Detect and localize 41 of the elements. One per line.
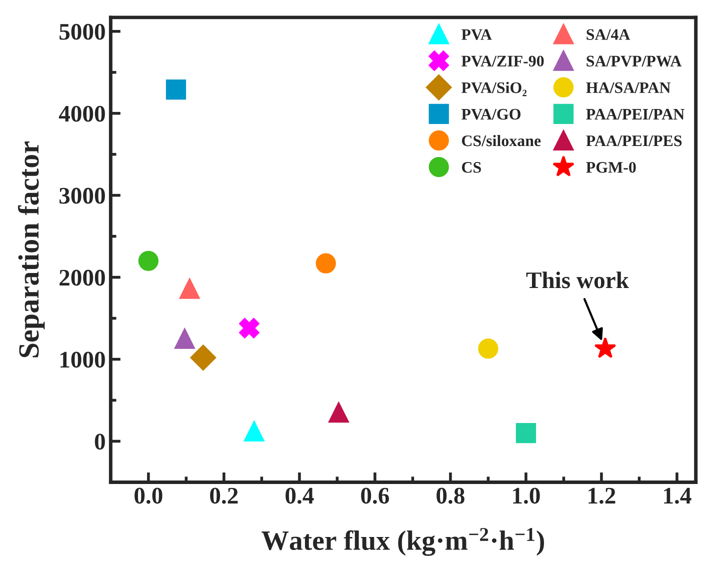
x-tick-label: 1.4 (664, 488, 692, 504)
point (328, 402, 349, 423)
legend-label: SA/4A (586, 29, 630, 40)
x-tick-label: 0.8 (436, 488, 464, 504)
point (478, 338, 498, 359)
point (190, 344, 216, 370)
legend-label: HA/SA/PAN (586, 82, 671, 94)
legend-label: CS (462, 162, 481, 173)
y-tick-label: 1000 (60, 352, 105, 368)
point (594, 337, 616, 358)
y-tick-label: 4000 (58, 106, 105, 122)
point (180, 278, 200, 299)
x-tick-label: 0.2 (210, 488, 238, 504)
legend-label: PVA/ZIF-90 (461, 56, 544, 67)
legend-label: SA/PVP/PWA (586, 56, 682, 67)
point (138, 250, 159, 271)
y-tick-label: 0 (94, 434, 105, 450)
x-axis-title: Water flux (kg·m$^{−2}$·h$^{−1}$) (262, 528, 544, 556)
point (316, 253, 336, 274)
legend-label: PVA/GO (461, 108, 520, 120)
point (166, 79, 186, 100)
y-tick-label: 3000 (59, 188, 105, 204)
point (239, 318, 260, 338)
legend-label: PGM-0 (586, 162, 636, 173)
legend-label: PVA/SiO₂ (461, 82, 527, 96)
y-axis-title: Separation factor (18, 142, 45, 358)
legend-label: CS/siloxane (462, 134, 541, 146)
legend-label: PAA/PEI/PES (586, 135, 682, 146)
x-tick-label: 0.6 (361, 488, 390, 504)
x-tick-label: 0.4 (286, 488, 314, 504)
x-tick-label: 0.0 (134, 488, 162, 504)
y-tick-label: 2000 (60, 270, 105, 286)
legend-label: PAA/PEI/PAN (586, 108, 684, 120)
x-tick-label: 1.0 (513, 488, 540, 504)
point (516, 422, 536, 444)
y-tick-label: 5000 (60, 24, 105, 40)
point (244, 421, 264, 442)
annotation: This work (526, 272, 629, 288)
legend-label: PVA (461, 29, 492, 40)
point (174, 328, 195, 349)
x-tick-label: 1.2 (588, 488, 616, 504)
